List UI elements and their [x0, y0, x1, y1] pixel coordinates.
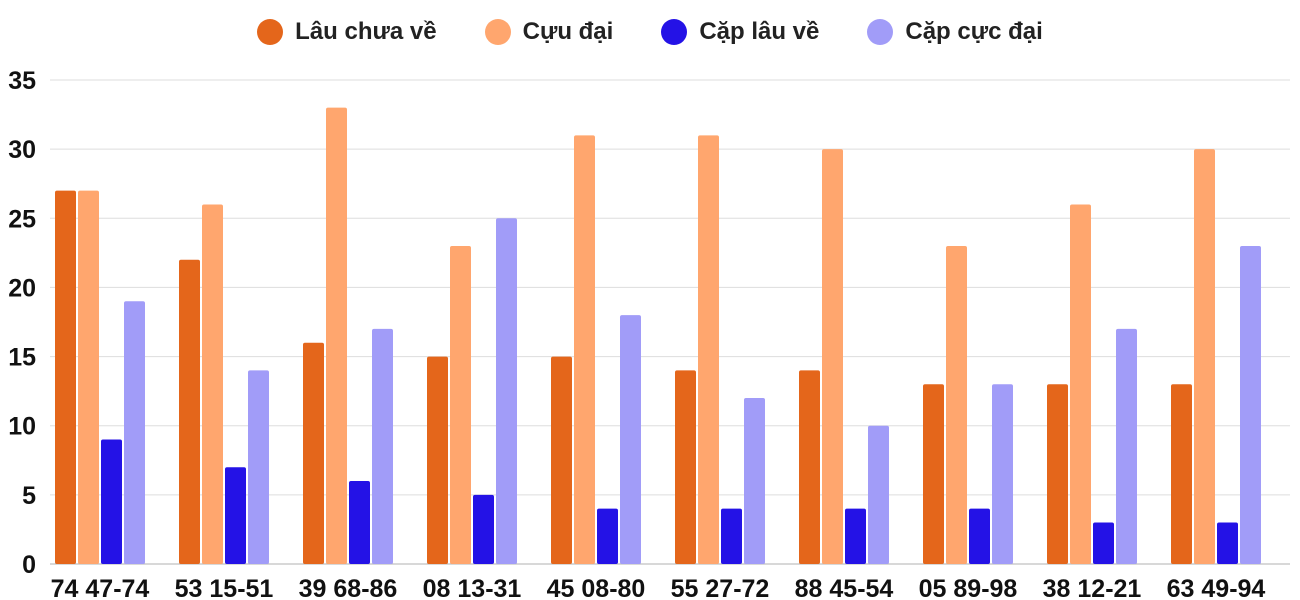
legend-swatch-cap-lau-ve: [661, 19, 688, 45]
bar-cap-lau-ve-1[interactable]: [101, 439, 122, 564]
legend-item-lau-chua-ve[interactable]: Lâu chưa về: [257, 18, 437, 46]
y-tick-label-30: 30: [8, 136, 36, 164]
bar-cuu-dai-10[interactable]: [1194, 149, 1215, 564]
y-tick-label-0: 0: [22, 551, 36, 579]
x-tick-label-7: 88 45-54: [795, 575, 894, 600]
bar-cap-lau-ve-3[interactable]: [349, 481, 370, 564]
bar-cuu-dai-7[interactable]: [822, 149, 843, 564]
legend-label-cuu-dai: Cựu đại: [522, 18, 614, 45]
bar-lau-chua-ve-7[interactable]: [799, 370, 820, 564]
bar-cap-cuc-dai-6[interactable]: [744, 398, 765, 564]
bar-cap-lau-ve-2[interactable]: [225, 467, 246, 564]
legend-item-cap-lau-ve[interactable]: Cặp lâu về: [661, 18, 819, 46]
bar-cap-cuc-dai-9[interactable]: [1116, 328, 1137, 564]
x-tick-label-2: 53 15-51: [175, 575, 274, 600]
bar-cuu-dai-2[interactable]: [202, 204, 223, 564]
y-tick-label-20: 20: [8, 274, 36, 302]
x-tick-label-10: 63 49-94: [1167, 575, 1266, 600]
y-tick-label-35: 35: [8, 67, 36, 95]
bar-cuu-dai-6[interactable]: [698, 135, 719, 565]
y-tick-label-10: 10: [8, 413, 36, 441]
bar-cap-cuc-dai-7[interactable]: [868, 425, 889, 564]
bar-lau-chua-ve-8[interactable]: [923, 384, 944, 564]
x-tick-label-9: 38 12-21: [1043, 575, 1142, 600]
x-tick-label-5: 45 08-80: [547, 575, 646, 600]
x-tick-label-8: 05 89-98: [919, 575, 1018, 600]
legend: Lâu chưa về Cựu đại Cặp lâu về Cặp cực đ…: [0, 12, 1300, 52]
legend-label-lau-chua-ve: Lâu chưa về: [295, 18, 437, 45]
bar-cap-lau-ve-8[interactable]: [969, 508, 990, 564]
legend-label-cap-lau-ve: Cặp lâu về: [699, 18, 820, 45]
bar-cuu-dai-8[interactable]: [946, 245, 967, 564]
bar-cap-cuc-dai-4[interactable]: [496, 218, 517, 565]
x-tick-label-3: 39 68-86: [299, 575, 398, 600]
y-tick-label-15: 15: [8, 344, 36, 372]
bars: [55, 107, 1261, 565]
legend-swatch-cap-cuc-dai: [867, 19, 894, 45]
bar-cap-lau-ve-4[interactable]: [473, 494, 494, 564]
bar-cap-cuc-dai-1[interactable]: [124, 301, 145, 564]
bar-cap-lau-ve-9[interactable]: [1093, 522, 1114, 564]
bar-lau-chua-ve-9[interactable]: [1047, 384, 1068, 564]
x-tick-label-6: 55 27-72: [671, 575, 770, 600]
bar-cuu-dai-3[interactable]: [326, 107, 347, 565]
x-axis-ticks: 74 47-74 53 15-51 39 68-86 08 13-31 45 08-80…: [51, 575, 1266, 600]
bar-lau-chua-ve-5[interactable]: [551, 356, 572, 564]
bar-lau-chua-ve-2[interactable]: [179, 259, 200, 564]
x-tick-label-1: 74 47-74: [51, 575, 150, 600]
bar-lau-chua-ve-10[interactable]: [1171, 384, 1192, 564]
bar-cuu-dai-1[interactable]: [78, 190, 99, 564]
bar-lau-chua-ve-6[interactable]: [675, 370, 696, 564]
bar-cuu-dai-5[interactable]: [574, 135, 595, 565]
y-tick-label-5: 5: [22, 482, 36, 510]
bar-cap-cuc-dai-8[interactable]: [992, 384, 1013, 564]
bar-lau-chua-ve-4[interactable]: [427, 356, 448, 564]
bar-cuu-dai-9[interactable]: [1070, 204, 1091, 564]
bar-cap-cuc-dai-2[interactable]: [248, 370, 269, 564]
bar-cap-lau-ve-6[interactable]: [721, 508, 742, 564]
bar-cap-lau-ve-10[interactable]: [1217, 522, 1238, 564]
bar-cap-cuc-dai-5[interactable]: [620, 315, 641, 564]
legend-item-cuu-dai[interactable]: Cựu đại: [484, 18, 614, 46]
bar-cap-lau-ve-7[interactable]: [845, 508, 866, 564]
legend-swatch-lau-chua-ve: [257, 19, 284, 45]
legend-swatch-cuu-dai: [484, 19, 511, 45]
y-axis-ticks: 0 5 10 15 20 25 30 35: [8, 67, 36, 579]
bar-cap-cuc-dai-10[interactable]: [1240, 245, 1261, 564]
bar-lau-chua-ve-3[interactable]: [303, 342, 324, 564]
bar-cap-cuc-dai-3[interactable]: [372, 328, 393, 564]
bar-cuu-dai-4[interactable]: [450, 245, 471, 564]
x-tick-label-4: 08 13-31: [423, 575, 522, 600]
legend-label-cap-cuc-dai: Cặp cực đại: [905, 18, 1043, 45]
y-tick-label-25: 25: [8, 205, 36, 233]
bar-lau-chua-ve-1[interactable]: [55, 190, 76, 564]
legend-item-cap-cuc-dai[interactable]: Cặp cực đại: [867, 18, 1043, 46]
bar-cap-lau-ve-5[interactable]: [597, 508, 618, 564]
